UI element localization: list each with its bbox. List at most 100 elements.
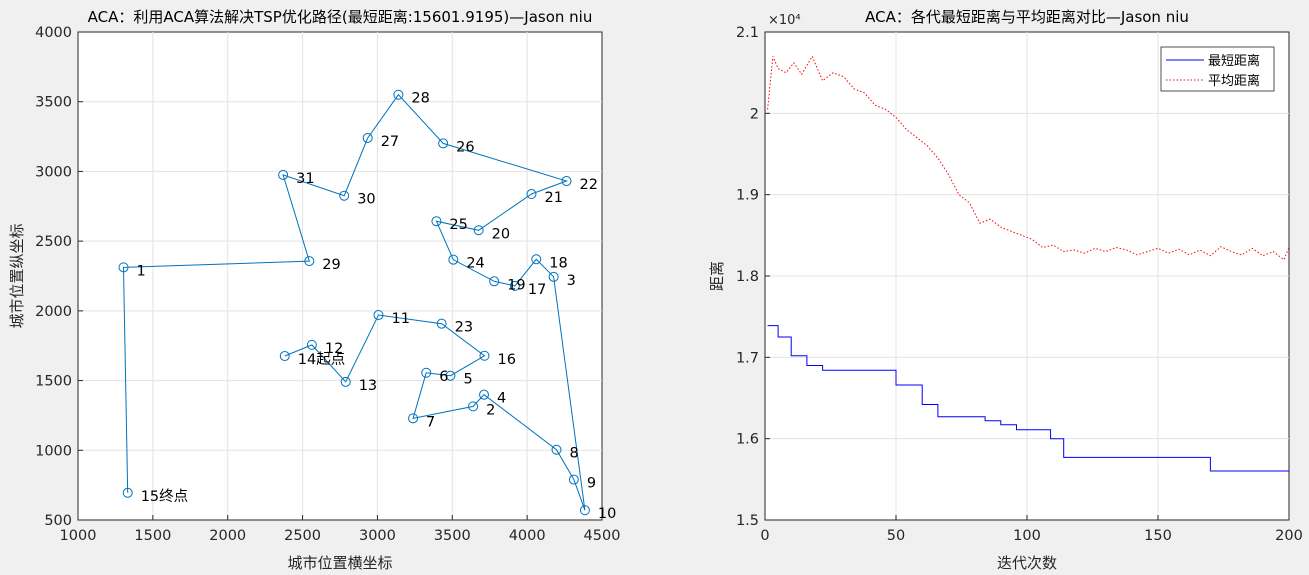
city-label-4: 4 bbox=[497, 391, 506, 407]
city-marker-26 bbox=[438, 138, 449, 149]
legend-label-shortest: 最短距离 bbox=[1208, 53, 1260, 69]
city-marker-18 bbox=[531, 254, 542, 265]
city-marker-6 bbox=[421, 367, 432, 378]
city-label-18: 18 bbox=[549, 255, 567, 271]
city-marker-11 bbox=[373, 310, 384, 321]
route-x-tick-label: 2000 bbox=[209, 528, 246, 544]
city-label-5: 5 bbox=[463, 372, 472, 388]
city-label-24: 24 bbox=[466, 256, 484, 272]
route-grid bbox=[78, 32, 602, 520]
city-label-30: 30 bbox=[357, 192, 375, 208]
route-x-tick-label: 4500 bbox=[584, 528, 621, 544]
city-label-15: 15终点 bbox=[141, 488, 188, 505]
distance-x-tick-label: 0 bbox=[760, 528, 769, 544]
city-label-13: 13 bbox=[359, 378, 377, 394]
route-y-tick-label: 3500 bbox=[35, 95, 72, 111]
city-label-7: 7 bbox=[426, 414, 435, 430]
city-label-17: 17 bbox=[528, 282, 546, 298]
city-label-20: 20 bbox=[492, 226, 510, 242]
city-marker-7 bbox=[408, 413, 419, 424]
city-marker-25 bbox=[431, 216, 442, 227]
route-x-tick-label: 2500 bbox=[284, 528, 321, 544]
city-label-29: 29 bbox=[322, 257, 340, 273]
city-marker-22 bbox=[561, 176, 572, 187]
route-y-tick-label: 4000 bbox=[35, 25, 72, 41]
city-marker-12 bbox=[306, 339, 317, 350]
city-label-21: 21 bbox=[544, 190, 562, 206]
distance-y-tick-label: 1.5 bbox=[736, 513, 759, 529]
distance-ticks: 0 50 100 150 200 1.5 1.6 1.7 1.8 1.9 2 2.1 bbox=[736, 25, 1303, 544]
distance-chart-title: ACA：各代最短距离与平均距离对比—Jason niu bbox=[865, 8, 1189, 26]
city-marker-29 bbox=[304, 256, 315, 267]
city-marker-14 bbox=[279, 351, 290, 362]
city-marker-17 bbox=[509, 280, 520, 291]
distance-grid bbox=[765, 32, 1289, 520]
distance-x-tick-label: 200 bbox=[1275, 528, 1303, 544]
city-marker-20 bbox=[473, 225, 484, 236]
route-y-tick-label: 1000 bbox=[35, 443, 72, 459]
city-marker-28 bbox=[393, 89, 404, 100]
city-label-8: 8 bbox=[569, 446, 578, 462]
city-label-6: 6 bbox=[439, 369, 448, 385]
route-y-tick-label: 2000 bbox=[35, 304, 72, 320]
city-marker-30 bbox=[339, 190, 350, 201]
city-label-31: 31 bbox=[296, 171, 314, 187]
city-marker-24 bbox=[448, 254, 459, 265]
distance-x-tick-label: 100 bbox=[1013, 528, 1041, 544]
route-y-tick-label: 2500 bbox=[35, 234, 72, 250]
distance-x-tick-label: 50 bbox=[887, 528, 905, 544]
distance-y-tick-label: 2 bbox=[750, 106, 759, 122]
city-marker-15 bbox=[122, 487, 133, 498]
city-marker-4 bbox=[479, 389, 490, 400]
distance-y-multiplier: ×10⁴ bbox=[768, 13, 801, 28]
city-marker-13 bbox=[340, 376, 351, 387]
city-label-22: 22 bbox=[580, 177, 598, 193]
city-marker-16 bbox=[479, 350, 490, 361]
city-marker-27 bbox=[362, 132, 373, 143]
city-marker-23 bbox=[436, 318, 447, 329]
legend-box bbox=[1160, 46, 1275, 92]
route-y-tick-label: 1500 bbox=[35, 374, 72, 390]
distance-y-axis-label: 距离 bbox=[708, 261, 726, 291]
route-x-tick-label: 1000 bbox=[60, 528, 97, 544]
city-label-3: 3 bbox=[567, 273, 576, 289]
city-label-23: 23 bbox=[455, 320, 473, 336]
city-marker-1 bbox=[118, 262, 129, 273]
route-x-axis-label: 城市位置横坐标 bbox=[287, 554, 392, 572]
route-y-axis-label: 城市位置纵坐标 bbox=[8, 223, 26, 328]
city-marker-21 bbox=[526, 189, 537, 200]
city-label-25: 25 bbox=[449, 217, 467, 233]
route-cities: 1234567891011121314起点15终点161718192021222… bbox=[118, 89, 616, 522]
distance-chart: 0 50 100 150 200 1.5 1.6 1.7 1.8 1.9 2 2.1 ×10⁴ ACA… bbox=[708, 8, 1303, 572]
distance-legend: 最短距离 平均距离 bbox=[1160, 46, 1275, 92]
distance-y-tick-label: 2.1 bbox=[736, 25, 759, 41]
route-x-tick-label: 3500 bbox=[434, 528, 471, 544]
route-x-tick-label: 3000 bbox=[359, 528, 396, 544]
city-label-12: 12 bbox=[325, 341, 343, 357]
city-marker-3 bbox=[548, 271, 559, 282]
distance-series bbox=[767, 55, 1290, 472]
city-label-11: 11 bbox=[391, 311, 409, 327]
city-marker-2 bbox=[468, 401, 479, 412]
distance-y-tick-label: 1.6 bbox=[736, 432, 759, 448]
route-plot-area bbox=[77, 31, 603, 521]
route-y-tick-label: 500 bbox=[44, 513, 72, 529]
route-x-tick-label: 1500 bbox=[134, 528, 171, 544]
city-label-27: 27 bbox=[381, 134, 399, 150]
legend-label-average: 平均距离 bbox=[1208, 73, 1260, 89]
route-chart-title: ACA：利用ACA算法解决TSP优化路径(最短距离:15601.9195)—Ja… bbox=[88, 8, 593, 26]
route-x-tick-label: 4000 bbox=[509, 528, 546, 544]
distance-y-tick-label: 1.8 bbox=[736, 269, 759, 285]
city-label-26: 26 bbox=[456, 139, 474, 155]
city-marker-31 bbox=[278, 169, 289, 180]
route-ticks: 1000 1500 2000 2500 3000 3500 4000 450050010001… bbox=[35, 25, 620, 544]
city-label-28: 28 bbox=[411, 91, 429, 107]
city-marker-5 bbox=[445, 370, 456, 381]
distance-x-tick-label: 150 bbox=[1144, 528, 1172, 544]
distance-y-tick-label: 1.9 bbox=[736, 188, 759, 204]
city-marker-9 bbox=[568, 474, 579, 485]
city-label-19: 19 bbox=[507, 277, 525, 293]
city-marker-8 bbox=[551, 444, 562, 455]
city-label-10: 10 bbox=[598, 506, 616, 522]
